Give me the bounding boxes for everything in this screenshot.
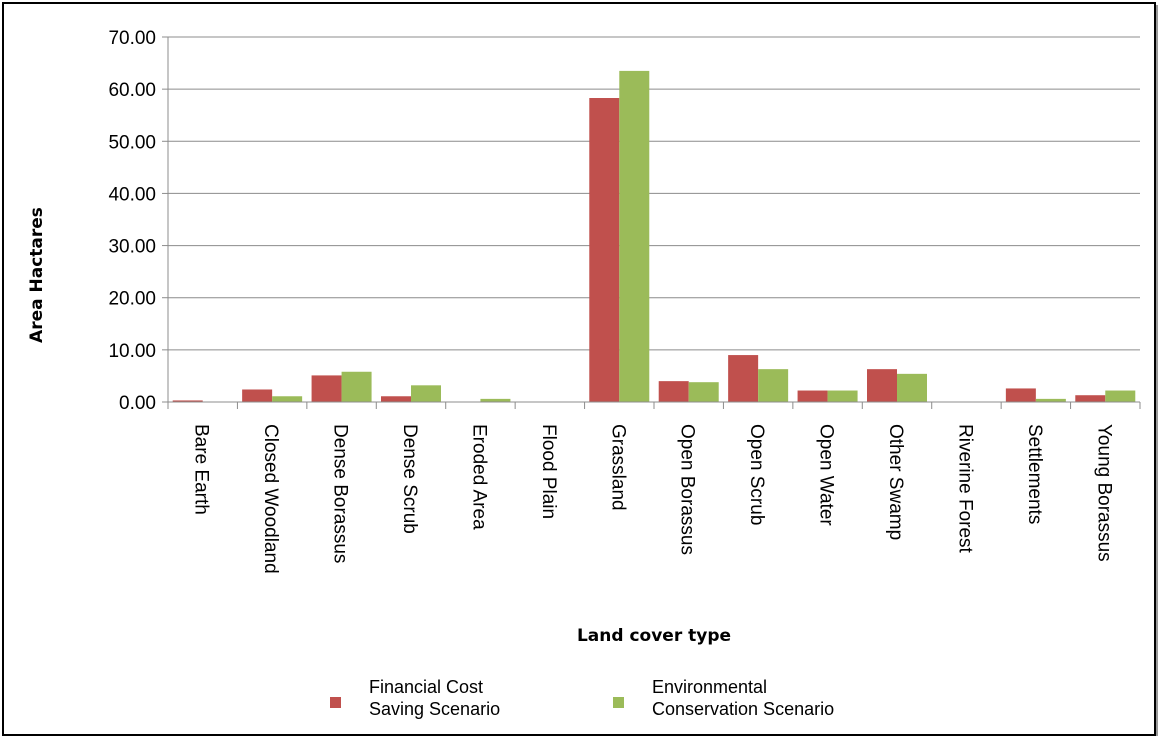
- gridlines: [162, 36, 1140, 403]
- bar-environmental: [758, 369, 789, 402]
- x-tick-labels: Bare Earth Closed Woodland Dense Borassus D…: [191, 424, 1115, 574]
- legend-label: Environmental Conservation Scenario: [652, 677, 834, 719]
- x-tick-label: Bare Earth: [191, 424, 212, 515]
- bar-financial: [381, 396, 411, 402]
- bar-financial: [311, 375, 342, 402]
- bar-environmental: [341, 371, 372, 402]
- bar-environmental: [827, 390, 858, 402]
- y-tick-labels: 0.00 10.00 20.00 30.00 40.00 50.00 60.00 70.00: [108, 28, 156, 414]
- x-tick-label: Open Borassus: [677, 424, 698, 555]
- legend-label: Financial Cost Saving Scenario: [369, 677, 500, 719]
- y-tick-label: 50.00: [108, 132, 156, 153]
- bar-environmental: [688, 382, 719, 402]
- axes: [167, 37, 1141, 409]
- y-tick-label: 20.00: [108, 289, 156, 310]
- x-tick-label: Settlements: [1024, 424, 1045, 524]
- x-tick-label: Open Water: [816, 424, 837, 526]
- bar-financial: [589, 98, 620, 402]
- x-tick-label: Dense Borassus: [330, 424, 351, 563]
- y-tick-label: 60.00: [108, 80, 156, 101]
- x-tick-label: Riverine Forest: [954, 424, 975, 554]
- bar-financial: [797, 390, 828, 402]
- y-tick-label: 30.00: [108, 237, 156, 258]
- bar-financial: [1005, 388, 1036, 402]
- y-tick-label: 10.00: [108, 341, 156, 362]
- x-tick-label: Closed Woodland: [260, 424, 281, 574]
- bar-environmental: [897, 373, 927, 402]
- x-axis-title: Land cover type: [577, 626, 731, 646]
- x-tick-label: Open Scrub: [746, 424, 767, 525]
- x-tick-label: Dense Scrub: [399, 424, 420, 534]
- y-tick-label: 70.00: [108, 28, 156, 49]
- legend-swatch: [330, 697, 341, 708]
- bar-environmental: [619, 70, 650, 403]
- bar-financial: [867, 369, 897, 402]
- bars: [172, 70, 1136, 403]
- bar-environmental: [411, 385, 441, 402]
- bar-environmental: [1035, 398, 1066, 402]
- bar-environmental: [272, 396, 303, 402]
- bar-environmental: [1105, 390, 1136, 402]
- bar-financial: [1075, 395, 1106, 402]
- bar-financial: [728, 355, 759, 402]
- legend: Financial Cost Saving Scenario Environment…: [330, 677, 834, 719]
- y-axis-title: Area Hactares: [27, 207, 47, 343]
- x-tick-label: Eroded Area: [468, 424, 489, 530]
- y-tick-label: 0.00: [119, 393, 156, 414]
- y-tick-label: 40.00: [108, 184, 156, 205]
- x-tick-label: Grassland: [607, 424, 628, 511]
- x-tick-label: Other Swamp: [885, 424, 906, 540]
- bar-financial: [658, 381, 689, 402]
- x-tick-label: Flood Plain: [538, 424, 559, 519]
- legend-swatch: [613, 697, 624, 708]
- bar-environmental: [480, 398, 511, 402]
- bar-financial: [242, 389, 273, 402]
- bar-financial: [172, 400, 203, 402]
- x-tick-label: Young Borassus: [1093, 424, 1114, 562]
